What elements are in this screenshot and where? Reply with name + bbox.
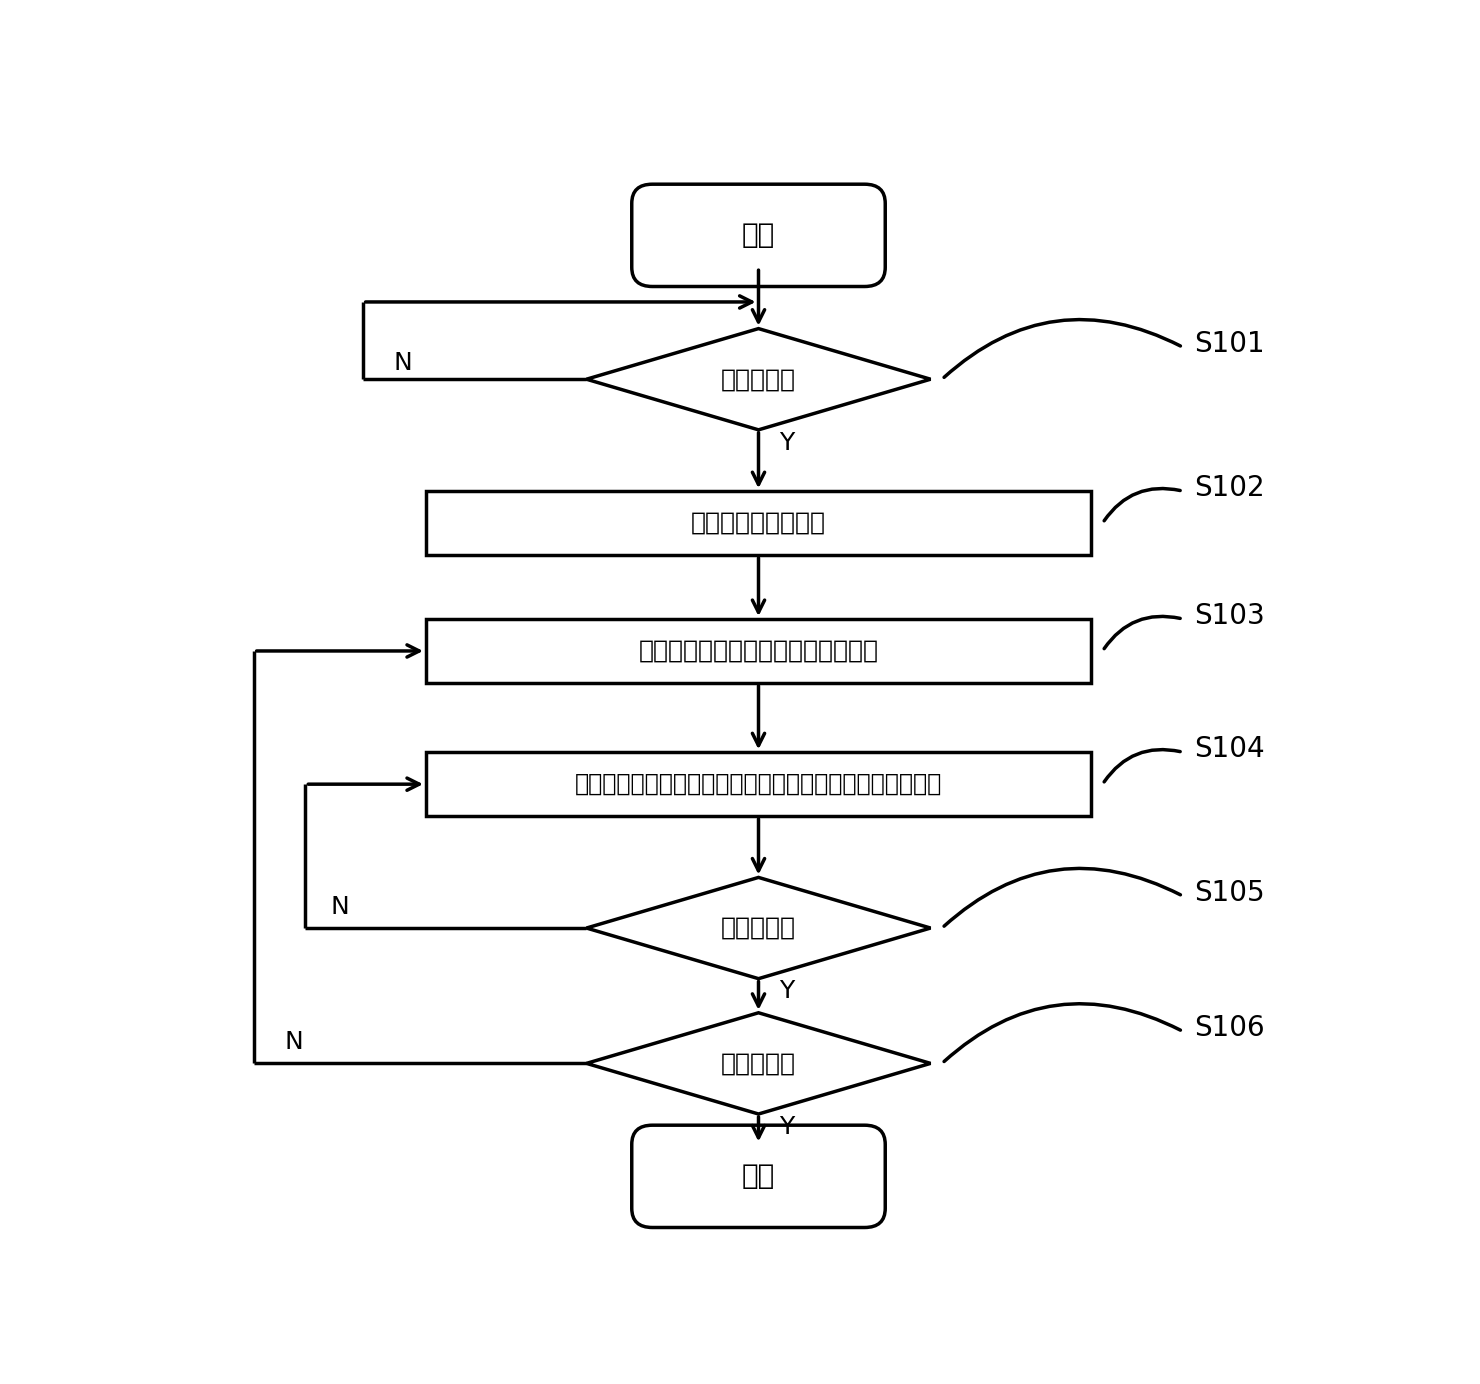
Text: N: N — [284, 1030, 303, 1055]
Text: S103: S103 — [1194, 602, 1265, 630]
Bar — [426, 619, 1091, 682]
FancyBboxPatch shape — [632, 184, 885, 286]
Text: 信息模式？: 信息模式？ — [721, 367, 796, 392]
Text: S105: S105 — [1194, 879, 1265, 907]
Polygon shape — [586, 1013, 931, 1114]
Text: 指定特别被摄体信息: 指定特别被摄体信息 — [691, 511, 826, 536]
Text: Y: Y — [780, 430, 795, 454]
Text: 同时显示特别被摄体信息获得的被摄体指示信息与红外热像: 同时显示特别被摄体信息获得的被摄体指示信息与红外热像 — [574, 772, 943, 796]
Text: 开始: 开始 — [741, 221, 776, 249]
Text: 将拍摄的热像数据传送至临时存储部: 将拍摄的热像数据传送至临时存储部 — [638, 639, 879, 663]
Text: S101: S101 — [1194, 329, 1265, 358]
Text: 切换指示？: 切换指示？ — [721, 916, 796, 940]
Text: S104: S104 — [1194, 735, 1265, 763]
Bar — [426, 753, 1091, 817]
Text: N: N — [330, 894, 349, 919]
Text: 任务完成？: 任务完成？ — [721, 1052, 796, 1075]
FancyBboxPatch shape — [632, 1125, 885, 1228]
Polygon shape — [586, 328, 931, 430]
Text: N: N — [394, 352, 413, 375]
Text: S102: S102 — [1194, 473, 1265, 502]
Bar — [426, 491, 1091, 555]
Polygon shape — [586, 877, 931, 978]
Text: 结束: 结束 — [741, 1163, 776, 1190]
Text: Y: Y — [780, 980, 795, 1003]
Text: S106: S106 — [1194, 1014, 1265, 1042]
Text: Y: Y — [780, 1114, 795, 1139]
